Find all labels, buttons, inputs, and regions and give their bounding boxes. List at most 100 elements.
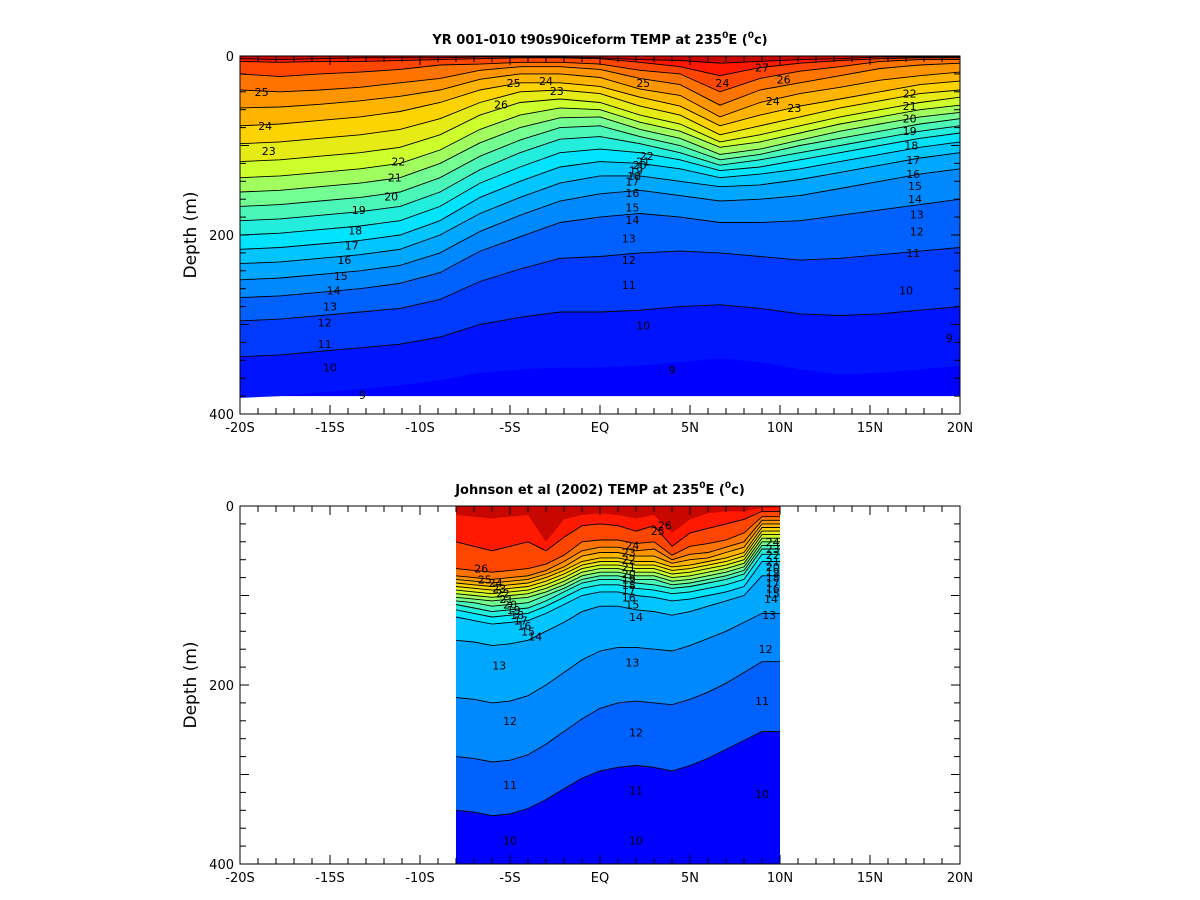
x-tick-label: -10S [405, 871, 435, 886]
isotherm-line [455, 731, 780, 817]
isotherm-line [455, 537, 780, 598]
contour-label: 20 [633, 159, 647, 172]
x-tick-label: 20N [947, 871, 973, 886]
contour-label: 18 [627, 170, 641, 183]
contour-label: 17 [906, 154, 920, 167]
y-axis-label: Depth (m) [181, 641, 201, 728]
contour-label: 24 [625, 539, 639, 552]
contour-label: 17 [622, 584, 636, 597]
isotherm-line [455, 527, 780, 587]
contour-label: 10 [899, 285, 913, 298]
contour-label: 20 [903, 113, 917, 126]
x-tick-label: -20S [225, 421, 255, 436]
contour-label: 12 [503, 715, 517, 728]
contour-label: 16 [766, 582, 780, 595]
isotherm-line [240, 104, 960, 179]
contour-label: 14 [908, 193, 922, 206]
x-tick-label: 10N [767, 871, 793, 886]
temperature-band [456, 506, 780, 542]
contour-label: 14 [629, 611, 643, 624]
isotherm-contours [455, 510, 780, 817]
isotherm-line [455, 561, 780, 625]
isotherm-line [455, 516, 780, 573]
isotherm-line [240, 96, 960, 163]
isotherm-line [240, 198, 960, 299]
x-tick-label: -5S [499, 421, 520, 436]
contour-label: 9 [359, 389, 366, 402]
isotherm-line [240, 141, 960, 250]
x-tick-label: -20S [225, 871, 255, 886]
contour-label: 10 [629, 835, 643, 848]
x-tick-label: 20N [947, 421, 973, 436]
isotherm-line [455, 530, 780, 591]
isotherm-line [455, 510, 780, 552]
contour-label: 19 [352, 204, 366, 217]
contour-label: 14 [625, 214, 639, 227]
contour-label: 24 [258, 120, 272, 133]
contour-label: 21 [622, 561, 636, 574]
contour-label: 16 [337, 254, 351, 267]
contour-label: 21 [766, 556, 780, 569]
contour-label: 18 [766, 572, 780, 585]
contour-label: 20 [384, 191, 398, 204]
contour-label: 26 [494, 98, 508, 111]
contour-label: 22 [391, 156, 405, 169]
isotherm-line [455, 553, 780, 618]
contour-label: 17 [514, 615, 528, 628]
x-tick-label: -10S [405, 421, 435, 436]
contour-label: 20 [622, 568, 636, 581]
contour-label: 21 [903, 100, 917, 113]
contour-label: 15 [521, 625, 535, 638]
contour-label: 24 [539, 75, 553, 88]
contour-label: 25 [255, 86, 269, 99]
y-tick-label: 200 [209, 229, 234, 244]
contour-label: 22 [622, 554, 636, 567]
contour-label: 12 [910, 225, 924, 238]
contour-label: 14 [327, 285, 341, 298]
contour-label: 10 [636, 319, 650, 332]
contour-label: 23 [262, 145, 276, 158]
y-tick-label: 400 [209, 858, 234, 873]
contour-label: 22 [766, 549, 780, 562]
contour-label: 26 [777, 73, 791, 86]
isotherm-line [455, 519, 780, 580]
contour-label: 11 [906, 247, 920, 260]
contour-label: 21 [388, 172, 402, 185]
contour-label: 17 [625, 175, 639, 188]
contour-label: 24 [766, 536, 780, 549]
contour-label: 19 [903, 125, 917, 138]
contour-label: 18 [904, 140, 918, 153]
isotherm-line [240, 132, 960, 236]
observed-temperature-panel: Johnson et al (2002) TEMP at 2350E (0c) … [181, 481, 973, 886]
contour-label: 23 [492, 582, 506, 595]
contour-label: 16 [622, 591, 636, 604]
y-tick-label: 0 [226, 50, 234, 65]
contour-label: 24 [766, 95, 780, 108]
isotherm-line [240, 168, 960, 281]
isotherm-line [455, 544, 780, 607]
contour-label: 27 [755, 62, 769, 75]
contour-label: 22 [640, 150, 654, 163]
panel-title: Johnson et al (2002) TEMP at 2350E (0c) [454, 481, 745, 498]
isotherm-line [240, 62, 960, 106]
contour-label: 12 [629, 726, 643, 739]
panel-title: YR 001-010 t90s90iceform TEMP at 2350E (… [431, 31, 767, 48]
contour-label: 25 [507, 77, 521, 90]
isotherm-line [240, 118, 960, 207]
x-tick-label: 5N [681, 871, 699, 886]
contour-label: 11 [629, 785, 643, 798]
contour-label: 15 [625, 201, 639, 214]
isotherm-line [240, 111, 960, 193]
contour-label: 18 [348, 225, 362, 238]
contour-label: 13 [625, 657, 639, 670]
contour-label: 10 [323, 362, 337, 375]
contour-label: 21 [499, 593, 513, 606]
contour-label: 11 [318, 338, 332, 351]
contour-label: 17 [766, 577, 780, 590]
temperature-field [240, 56, 960, 398]
contour-labels: 2625242322212019181716151413121110262524… [474, 520, 780, 848]
isotherm-line [240, 304, 960, 358]
contour-label: 16 [517, 620, 531, 633]
isotherm-line [455, 534, 780, 595]
